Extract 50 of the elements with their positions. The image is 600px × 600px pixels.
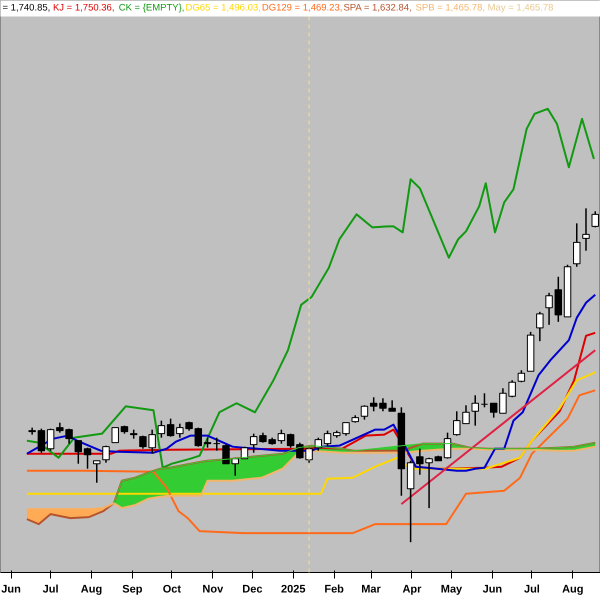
candlestick xyxy=(158,420,166,438)
x-tick-label: Mar xyxy=(361,584,382,596)
candlestick xyxy=(204,436,212,448)
candlestick xyxy=(65,428,73,444)
candlestick xyxy=(102,444,110,464)
text: May = 1,465.78 xyxy=(488,2,554,14)
x-tick-label: Jun xyxy=(1,584,22,596)
text: SPA = 1,632.84, xyxy=(343,2,412,14)
x-tick-label: 2025 xyxy=(281,584,306,596)
candlestick xyxy=(342,422,350,436)
x-tick-label: Aug xyxy=(80,584,102,596)
text: KJ = 1,750.36, xyxy=(52,2,114,14)
x-tick-label: Aug xyxy=(562,584,584,596)
candlestick xyxy=(213,436,220,452)
candlestick xyxy=(518,369,526,384)
candlestick xyxy=(453,410,460,436)
x-tick-label: Nov xyxy=(202,584,224,596)
x-tick-label: Dec xyxy=(242,584,262,596)
candlestick xyxy=(148,428,156,454)
x-tick-label: Feb xyxy=(324,584,344,596)
candlestick xyxy=(591,210,599,228)
candlestick xyxy=(74,440,82,464)
text: CK = {EMPTY}, xyxy=(118,2,184,14)
x-tick-label: Jul xyxy=(524,584,540,596)
x-tick-label: Jun xyxy=(482,584,502,596)
candlestick xyxy=(508,380,516,398)
candlestick xyxy=(130,428,138,440)
candlestick xyxy=(573,222,580,268)
candlestick xyxy=(139,434,147,450)
x-tick-label: Oct xyxy=(162,584,182,596)
x-tick-label: May xyxy=(440,584,464,596)
x-tick-label: Jul xyxy=(42,584,59,596)
candlestick xyxy=(194,426,202,448)
text: DG129 = 1,469.23, xyxy=(262,2,342,14)
candlestick xyxy=(536,311,544,342)
text: DG65 = 1,496.03, xyxy=(186,2,261,14)
candlestick xyxy=(480,392,488,408)
candlestick xyxy=(582,208,590,252)
x-tick-label: Sep xyxy=(122,584,143,596)
x-tick-label: Apr xyxy=(402,584,422,596)
text: SPB = 1,465.78, xyxy=(416,2,486,14)
candlestick xyxy=(388,400,396,412)
candlestick xyxy=(84,446,92,470)
candlestick xyxy=(444,432,452,460)
candlestick xyxy=(185,420,193,432)
candlestick xyxy=(93,460,100,484)
candlestick xyxy=(462,404,470,424)
candlestick xyxy=(471,394,479,426)
text: = 1,740.85, xyxy=(2,2,50,14)
candlestick xyxy=(360,404,368,420)
